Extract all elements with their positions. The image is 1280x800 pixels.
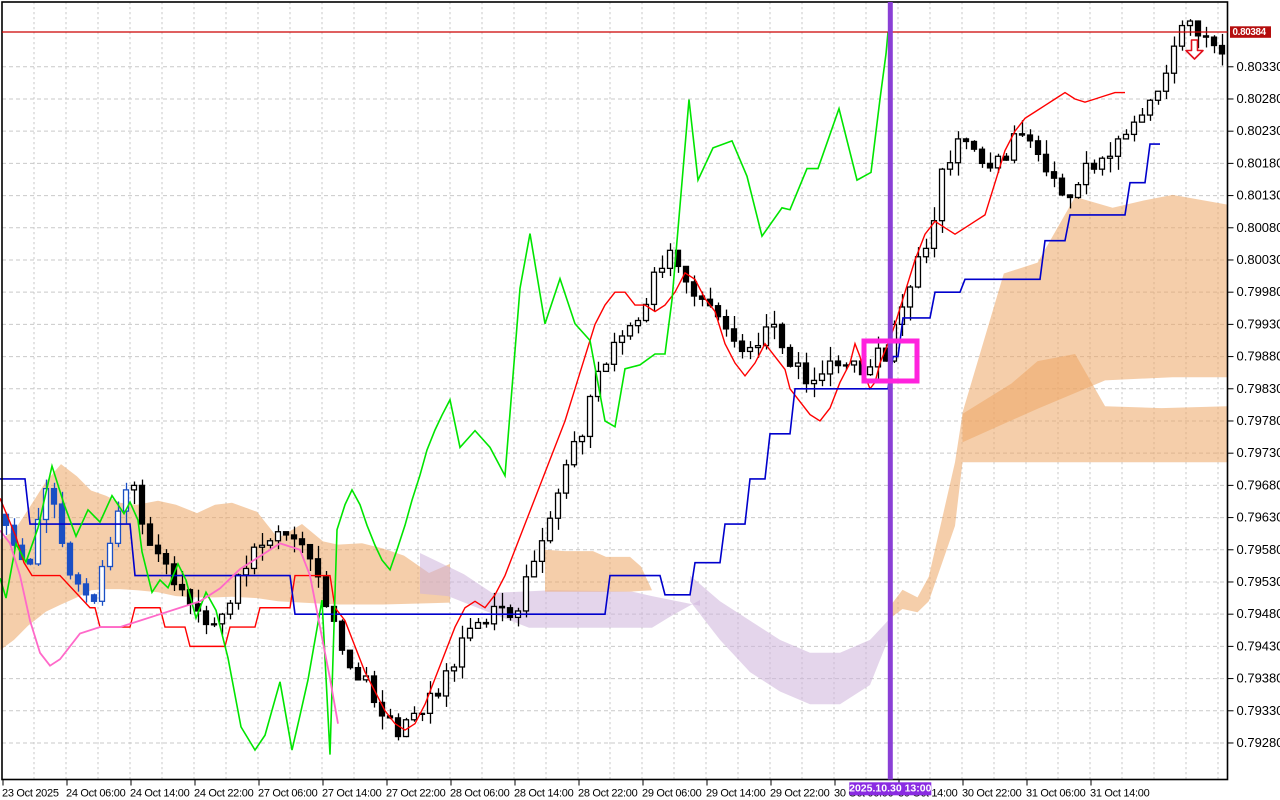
svg-text:0.79980: 0.79980 [1237,284,1280,299]
svg-text:0.80280: 0.80280 [1237,91,1280,106]
svg-text:24 Oct 14:00: 24 Oct 14:00 [130,788,190,800]
svg-text:0.80030: 0.80030 [1237,252,1280,267]
svg-text:27 Oct 14:00: 27 Oct 14:00 [322,788,382,800]
svg-text:0.79880: 0.79880 [1237,349,1280,364]
svg-text:28 Oct 14:00: 28 Oct 14:00 [514,788,574,800]
svg-text:0.79680: 0.79680 [1237,477,1280,492]
svg-text:2025.10.30 13:00: 2025.10.30 13:00 [849,783,931,795]
svg-text:28 Oct 06:00: 28 Oct 06:00 [450,788,510,800]
svg-text:24 Oct 22:00: 24 Oct 22:00 [194,788,254,800]
svg-text:0.79580: 0.79580 [1237,542,1280,557]
svg-text:0.79830: 0.79830 [1237,381,1280,396]
svg-text:0.79730: 0.79730 [1237,445,1280,460]
svg-text:0.80230: 0.80230 [1237,123,1280,138]
svg-text:30 Oct 22:00: 30 Oct 22:00 [962,788,1022,800]
svg-text:0.79280: 0.79280 [1237,735,1280,750]
svg-text:0.79330: 0.79330 [1237,703,1280,718]
svg-text:31 Oct 06:00: 31 Oct 06:00 [1026,788,1086,800]
svg-text:29 Oct 06:00: 29 Oct 06:00 [642,788,702,800]
svg-text:31 Oct 14:00: 31 Oct 14:00 [1090,788,1150,800]
svg-text:27 Oct 06:00: 27 Oct 06:00 [258,788,318,800]
svg-text:0.79630: 0.79630 [1237,510,1280,525]
svg-text:0.79780: 0.79780 [1237,413,1280,428]
svg-text:0.79530: 0.79530 [1237,574,1280,589]
svg-text:28 Oct 22:00: 28 Oct 22:00 [578,788,638,800]
svg-text:0.80180: 0.80180 [1237,155,1280,170]
svg-text:0.80330: 0.80330 [1237,59,1280,74]
svg-text:0.79430: 0.79430 [1237,638,1280,653]
svg-text:29 Oct 14:00: 29 Oct 14:00 [706,788,766,800]
svg-text:0.80080: 0.80080 [1237,220,1280,235]
svg-text:24 Oct 06:00: 24 Oct 06:00 [66,788,126,800]
svg-text:27 Oct 22:00: 27 Oct 22:00 [386,788,446,800]
svg-text:0.79480: 0.79480 [1237,606,1280,621]
svg-text:0.80384: 0.80384 [1233,27,1267,38]
svg-text:0.79380: 0.79380 [1237,671,1280,686]
svg-text:0.79930: 0.79930 [1237,316,1280,331]
svg-text:23 Oct 2025: 23 Oct 2025 [2,788,59,800]
svg-text:29 Oct 22:00: 29 Oct 22:00 [770,788,830,800]
svg-text:0.80130: 0.80130 [1237,188,1280,203]
